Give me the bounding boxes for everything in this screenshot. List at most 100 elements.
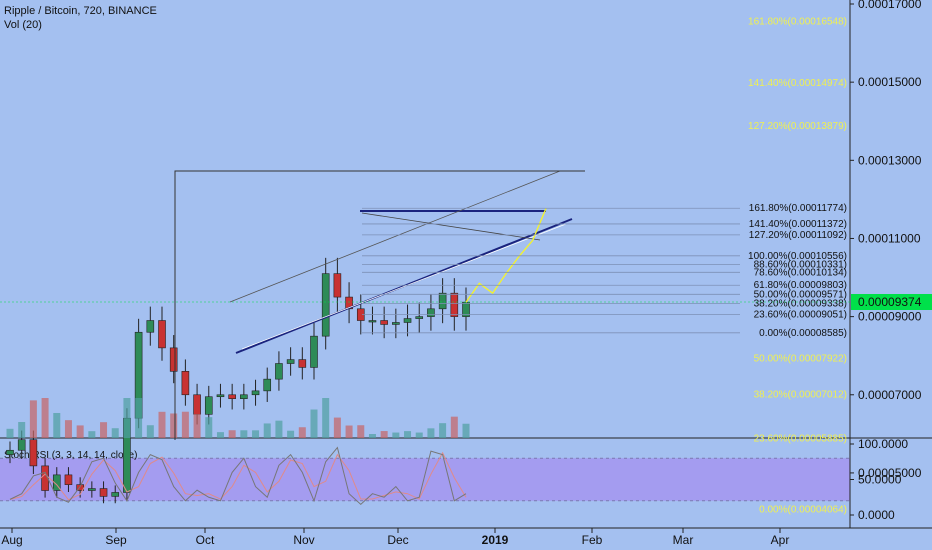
volume-bar xyxy=(263,423,271,438)
volume-bar xyxy=(252,430,260,438)
volume-bar xyxy=(427,428,435,438)
time-axis-label: Sep xyxy=(105,533,127,547)
fib-small-label: 127.20%(0.00011092) xyxy=(749,230,847,241)
volume-bar xyxy=(439,423,447,438)
volume-bar xyxy=(135,398,143,438)
volume-bar xyxy=(345,425,353,438)
price-tick-label: 0.00005000 xyxy=(858,466,922,480)
fib-small-label: 50.00%(0.00009571) xyxy=(754,289,847,300)
projection-path[interactable] xyxy=(465,208,547,303)
candle[interactable] xyxy=(392,322,400,325)
volume-bar xyxy=(146,425,154,438)
candle[interactable] xyxy=(64,474,73,485)
volume-bar xyxy=(450,416,458,438)
current-price-value: 0.00009374 xyxy=(858,295,922,309)
volume-bar xyxy=(228,430,236,438)
volume-label[interactable]: Vol (20) xyxy=(4,19,42,31)
measure-box-line xyxy=(174,170,585,440)
candle[interactable] xyxy=(415,316,424,319)
volume-bar xyxy=(193,414,201,438)
candle[interactable] xyxy=(146,320,155,333)
candle[interactable] xyxy=(111,492,120,497)
stoch-tick-label: 100.0000 xyxy=(858,437,908,451)
candle[interactable] xyxy=(41,465,49,491)
candle[interactable] xyxy=(158,320,166,349)
candle[interactable] xyxy=(368,320,377,323)
fib-small-label: 141.40%(0.00011372) xyxy=(749,219,847,230)
volume-bar xyxy=(380,431,388,438)
stoch-tick-label: 0.0000 xyxy=(858,508,895,522)
candle[interactable] xyxy=(193,394,201,415)
fib-small-label: 78.60%(0.00010134) xyxy=(754,267,847,278)
volume-bar xyxy=(322,398,330,438)
volume-bar xyxy=(123,398,131,438)
volume-bar xyxy=(100,422,108,438)
fib-large-label: 161.80%(0.00016548) xyxy=(748,17,847,28)
volume-bar xyxy=(310,409,318,438)
chart-header: Ripple / Bitcoin, 720, BINANCE Vol (20) xyxy=(4,4,157,32)
candle[interactable] xyxy=(88,488,96,491)
candle[interactable] xyxy=(450,292,459,317)
candle[interactable] xyxy=(380,320,388,325)
volume-bar xyxy=(298,427,306,438)
current-price-tag[interactable] xyxy=(851,294,932,311)
volume-bar xyxy=(368,434,376,438)
volume-bar xyxy=(392,432,400,438)
candle[interactable] xyxy=(333,273,342,298)
price-tick-label: 0.00013000 xyxy=(858,153,922,167)
candle[interactable] xyxy=(275,363,283,380)
candle[interactable] xyxy=(403,318,412,323)
candle[interactable] xyxy=(310,335,318,368)
candle[interactable] xyxy=(263,378,272,392)
time-axis-label: Nov xyxy=(293,533,314,547)
candle[interactable] xyxy=(169,347,178,372)
candle[interactable] xyxy=(99,488,108,497)
candle[interactable] xyxy=(438,292,447,310)
volume-bar xyxy=(53,412,61,438)
symbol-title[interactable]: Ripple / Bitcoin, 720, BINANCE xyxy=(4,5,157,17)
volume-bar xyxy=(158,411,166,438)
fib-small-label: 161.80%(0.00011774) xyxy=(749,203,847,214)
time-axis-label: Apr xyxy=(771,533,790,547)
fib-large-label: 23.60%(0.00005885) xyxy=(754,433,847,444)
volume-bar xyxy=(29,400,37,438)
volume-bar xyxy=(181,411,189,438)
volume-bar xyxy=(88,431,96,438)
fib-large-label: 50.00%(0.00007922) xyxy=(754,354,847,365)
volume-bar xyxy=(240,430,248,438)
candle[interactable] xyxy=(251,390,260,396)
candle[interactable] xyxy=(216,394,225,398)
candle[interactable] xyxy=(6,449,14,455)
fib-large-label: 141.40%(0.00014974) xyxy=(748,78,847,89)
candle[interactable] xyxy=(298,359,307,368)
stoch-d-line xyxy=(9,451,467,501)
candle[interactable] xyxy=(52,474,61,491)
time-axis-label: 2019 xyxy=(482,533,509,547)
upper-channel-line xyxy=(229,170,561,303)
volume-bar xyxy=(333,417,341,438)
candle[interactable] xyxy=(204,396,213,415)
support-trendline[interactable] xyxy=(235,218,573,354)
candle[interactable] xyxy=(286,359,295,364)
fib-small-label: 0.00%(0.00008585) xyxy=(759,328,847,339)
volume-bar xyxy=(216,432,224,438)
time-axis-label: Oct xyxy=(196,533,215,547)
stoch-k-line xyxy=(9,446,467,506)
volume-bar xyxy=(170,413,178,438)
candle[interactable] xyxy=(29,439,38,467)
volume-bar xyxy=(41,398,49,438)
candle[interactable] xyxy=(240,394,248,399)
volume-bar xyxy=(18,422,26,438)
time-axis-label: Feb xyxy=(582,533,603,547)
candle[interactable] xyxy=(17,439,26,451)
candle[interactable] xyxy=(228,394,236,399)
candle[interactable] xyxy=(427,308,435,317)
candle[interactable] xyxy=(181,371,190,396)
descending-line xyxy=(361,212,541,241)
fib-large-label: 38.20%(0.00007012) xyxy=(754,389,847,400)
candle[interactable] xyxy=(321,273,330,337)
volume-bar xyxy=(64,420,72,438)
volume-bar xyxy=(287,430,295,438)
